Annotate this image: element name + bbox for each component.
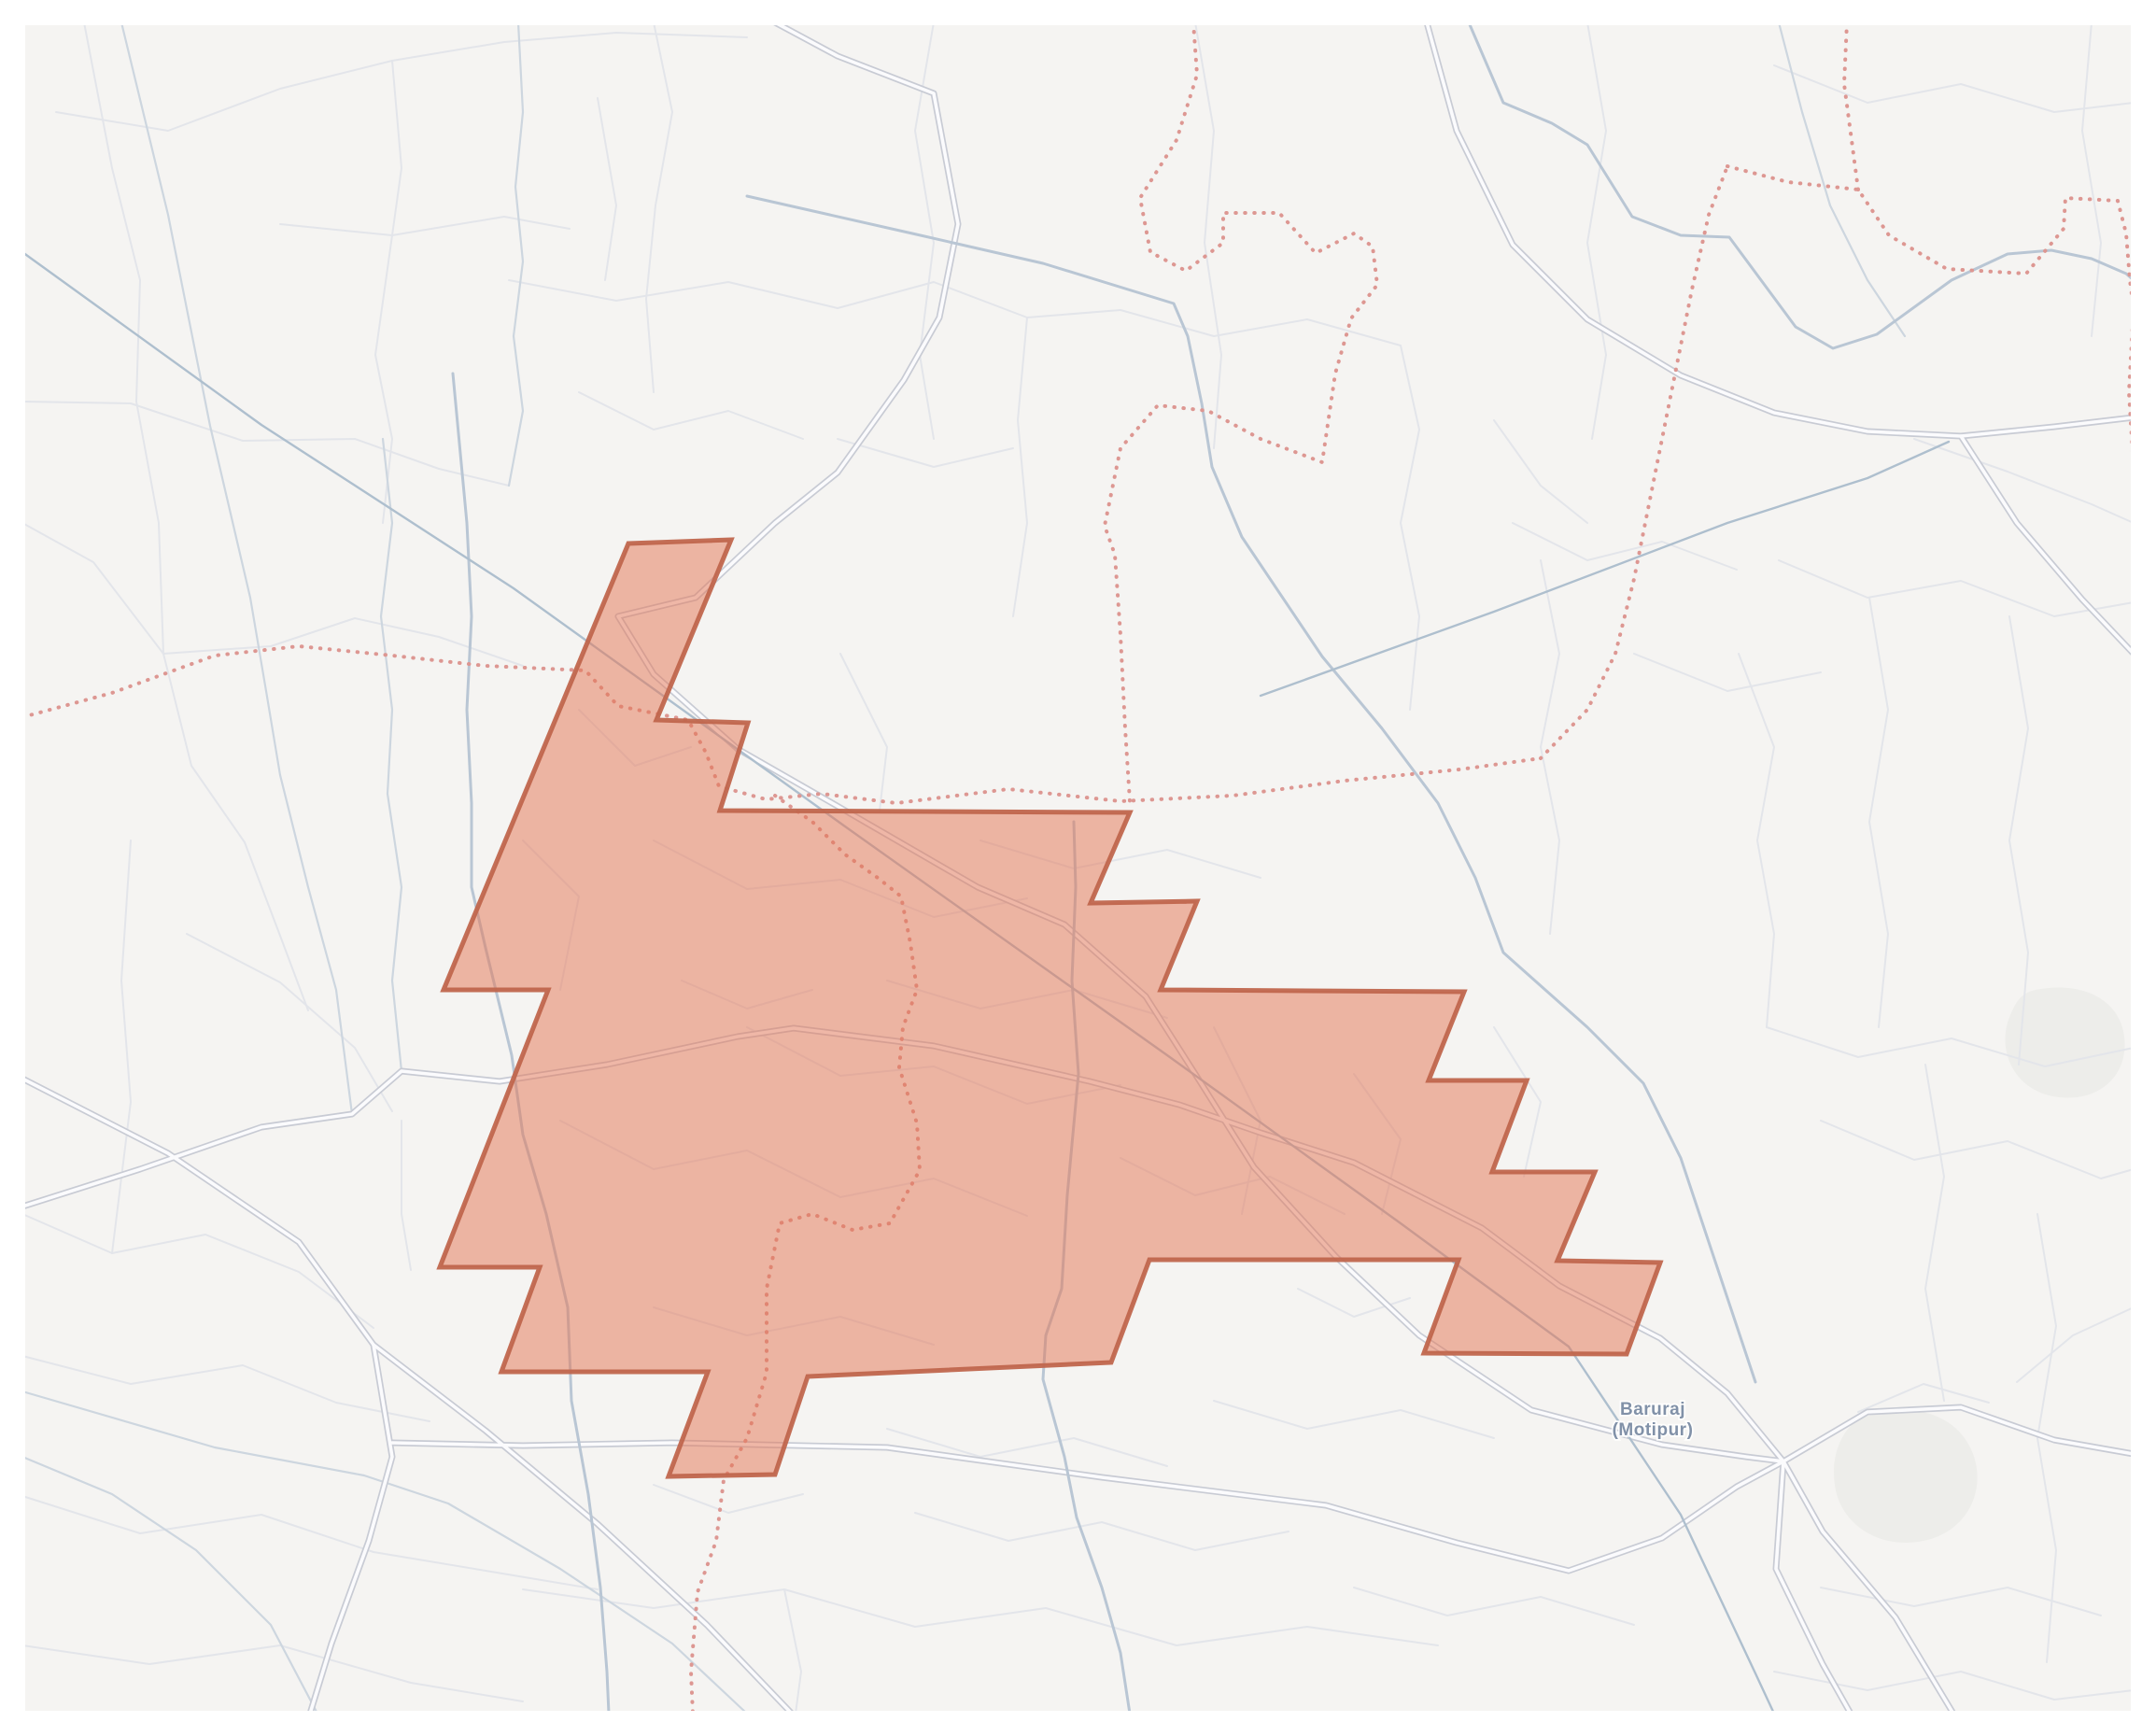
place-label-line1: Baruraj: [1620, 1400, 1685, 1419]
map-feature-path: [1425, 21, 2135, 438]
place-label: Baruraj (Motipur): [1611, 1398, 1695, 1442]
map-feature-path: [1834, 1410, 1978, 1543]
map-feature-path: [1400, 345, 1420, 711]
map-feature-path: [2008, 615, 2029, 1066]
map-feature-path: [645, 21, 673, 393]
map-feature-path: [21, 1390, 749, 1715]
map-feature-path: [1194, 21, 1222, 449]
map-feature-path: [1778, 559, 2135, 617]
map-feature-path: [401, 1120, 412, 1271]
map-feature-path: [186, 933, 393, 1112]
map-feature-path: [1539, 164, 1729, 760]
map-feature-path: [2016, 1306, 2135, 1383]
map-feature-path: [1924, 1064, 1945, 1402]
secondary-roads-layer: [21, 21, 1907, 1715]
map-feature-path: [837, 281, 1121, 318]
map-feature-path: [21, 1077, 394, 1715]
map-feature-path: [914, 1512, 1289, 1551]
place-label-line2: (Motipur): [1613, 1420, 1694, 1440]
map-feature-path: [1586, 21, 1607, 440]
map-feature-path: [1297, 1288, 1411, 1318]
map-feature-path: [21, 1355, 430, 1422]
map-feature-path: [1353, 1587, 1635, 1626]
map-feature-path: [1782, 1460, 1955, 1715]
map-feature-path: [1493, 419, 1588, 524]
map-feature-path: [374, 60, 402, 524]
landuse-layer: [1834, 987, 2125, 1543]
map-feature-path: [21, 401, 510, 487]
map-feature-path: [1512, 522, 1738, 571]
map-feature-path: [1540, 559, 1560, 935]
map-feature-path: [653, 1484, 804, 1514]
map-feature-path: [2081, 21, 2102, 337]
map-feature-path: [162, 617, 524, 667]
map-feature-path: [1738, 653, 1775, 1028]
map-feature-path: [1467, 21, 2135, 350]
map-feature-path: [162, 653, 309, 1011]
map-feature-path: [1782, 1405, 2135, 1463]
map-feature-path: [21, 1495, 599, 1590]
map-feature-path: [914, 21, 935, 440]
map-feature-path: [1959, 434, 2135, 656]
map-feature-path: [783, 1588, 802, 1715]
map-feature-path: [745, 194, 1757, 1384]
map-feature-path: [1259, 440, 1951, 698]
map-feature-path: [1868, 597, 1889, 1028]
map-feature-path: [372, 1343, 794, 1715]
map-feature-path: [507, 21, 525, 487]
map-feature-path: [1820, 1587, 2102, 1616]
map-feature-path: [1857, 1383, 1990, 1413]
map-feature-path: [379, 437, 403, 1073]
map-feature-path: [1213, 1400, 1495, 1439]
map-feature-path: [2005, 987, 2125, 1098]
map-feature-path: [839, 653, 888, 812]
map-feature-path: [1913, 438, 2135, 524]
highlighted-region-polygon[interactable]: [436, 537, 1664, 1479]
map-feature-path: [390, 1441, 1785, 1573]
map-feature-path: [578, 391, 804, 440]
map-feature-path: [1103, 21, 1379, 803]
map-feature-path: [508, 279, 838, 309]
minor-roads-layer: [21, 21, 2135, 1715]
map-feature-path: [2036, 1213, 2057, 1663]
map-feature-path: [1012, 317, 1028, 617]
map-feature-path: [1820, 1120, 2135, 1179]
map-feature-path: [21, 1644, 524, 1702]
map-feature-path: [1773, 64, 2135, 113]
map-feature-path: [21, 1213, 374, 1329]
map-feature-path: [597, 97, 617, 281]
map-feature-path: [1633, 653, 1822, 692]
map-feature-path: [83, 21, 164, 655]
map-feature-path: [1493, 1026, 1542, 1178]
map-feature-path: [1045, 1607, 1439, 1646]
map-feature-path: [1766, 1026, 2135, 1067]
map-feature-path: [279, 216, 571, 236]
map-feature-path: [120, 21, 354, 1116]
map-feature-path: [886, 1428, 1168, 1467]
map-feature-path: [21, 522, 164, 655]
map-feature-path: [1777, 21, 1907, 338]
map-feature-path: [21, 1455, 319, 1715]
map-feature-path: [1774, 1460, 1853, 1715]
map-feature-path: [837, 438, 1014, 468]
map-feature-path: [1120, 309, 1402, 346]
